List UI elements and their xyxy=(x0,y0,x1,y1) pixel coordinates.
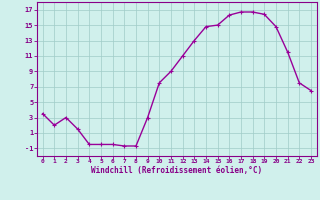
X-axis label: Windchill (Refroidissement éolien,°C): Windchill (Refroidissement éolien,°C) xyxy=(91,166,262,175)
